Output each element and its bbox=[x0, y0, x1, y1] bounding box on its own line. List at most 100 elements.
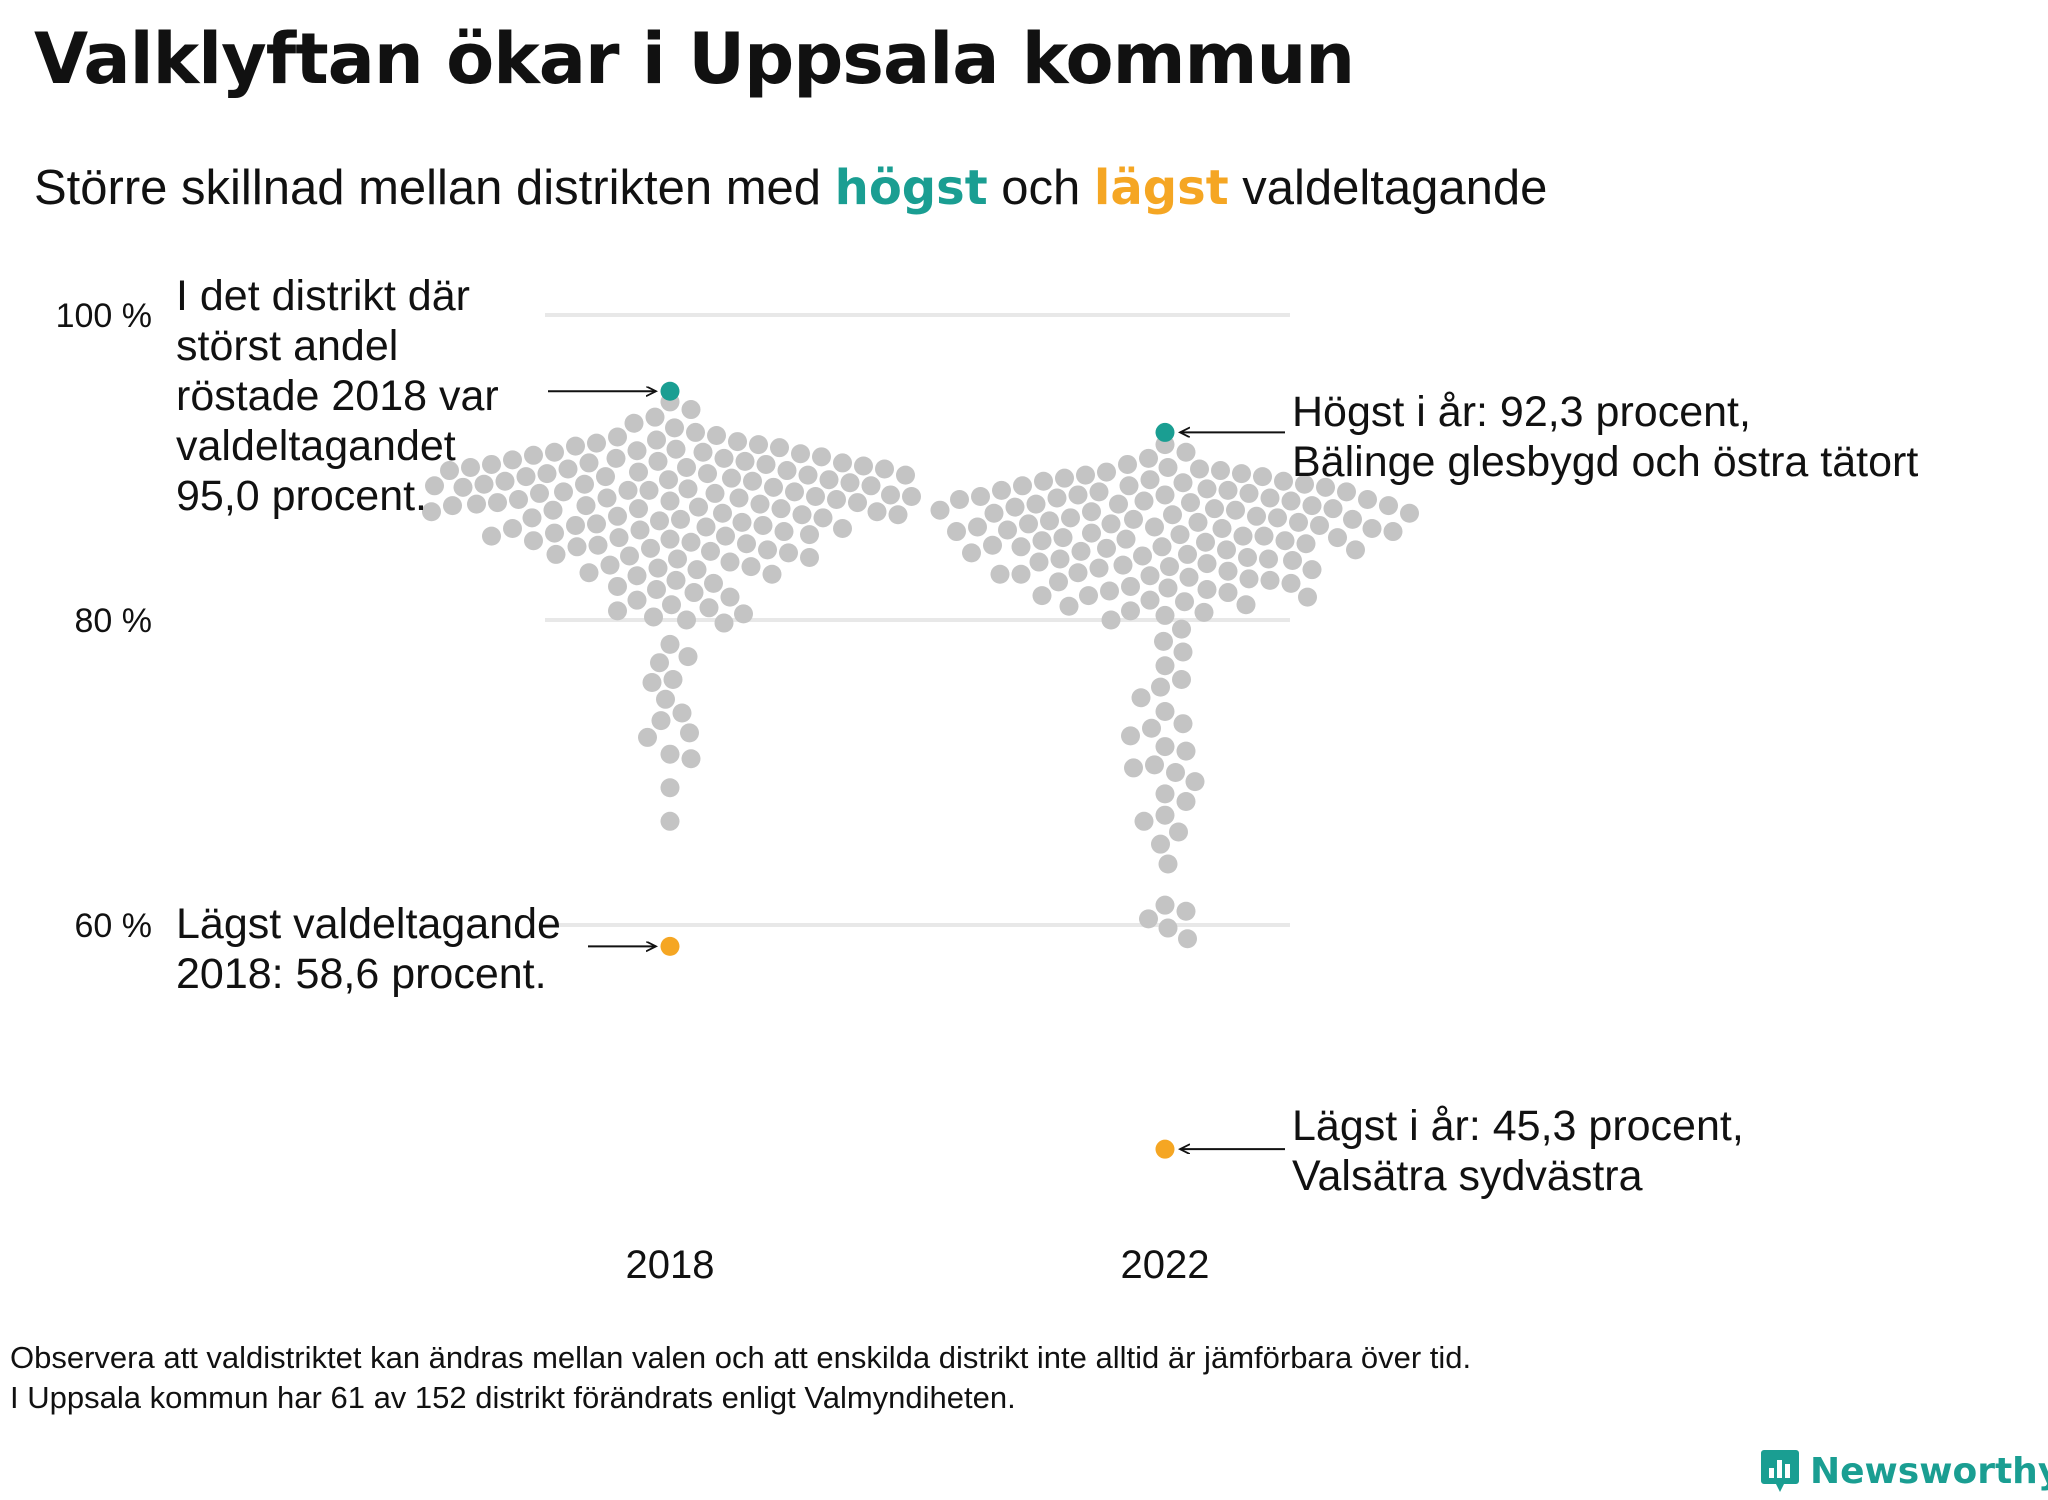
district-dot bbox=[833, 453, 852, 473]
district-dot bbox=[660, 491, 680, 511]
district-dot bbox=[656, 689, 675, 709]
district-dot bbox=[1226, 500, 1245, 520]
district-dot bbox=[1343, 509, 1362, 529]
district-dot bbox=[1176, 741, 1196, 761]
district-dot bbox=[1323, 499, 1343, 519]
district-dot bbox=[875, 459, 894, 479]
district-dot bbox=[687, 560, 707, 580]
chart-subtitle: Större skillnad mellan distrikten med hö… bbox=[34, 160, 1547, 216]
district-dot bbox=[1181, 493, 1200, 513]
subtitle-part1: Större skillnad mellan distrikten med bbox=[34, 161, 835, 215]
district-dot bbox=[1295, 474, 1314, 494]
district-dot bbox=[770, 438, 789, 458]
district-dot bbox=[608, 506, 627, 526]
district-dot bbox=[729, 488, 749, 508]
district-dot bbox=[453, 477, 473, 497]
district-dot bbox=[1176, 901, 1196, 921]
district-dot bbox=[639, 480, 659, 500]
district-dot bbox=[693, 442, 713, 462]
district-dot bbox=[819, 470, 839, 490]
district-dot bbox=[668, 549, 687, 569]
district-dot bbox=[1082, 523, 1101, 543]
district-dot bbox=[1109, 494, 1128, 514]
y-axis-tick-labels: 100 % 80 % 60 % bbox=[56, 297, 152, 945]
district-dot bbox=[1032, 531, 1052, 551]
annotation-2022-high: Högst i år: 92,3 procent, Bälinge glesbyg… bbox=[1180, 388, 1918, 486]
y-tick-label: 80 % bbox=[75, 602, 153, 640]
district-dot bbox=[1337, 482, 1356, 502]
district-dot bbox=[647, 580, 666, 599]
district-dot bbox=[1019, 514, 1038, 534]
district-dot bbox=[684, 583, 704, 603]
district-dot bbox=[1383, 522, 1403, 542]
district-dot bbox=[1239, 483, 1259, 503]
district-dot bbox=[588, 535, 608, 555]
district-dot bbox=[660, 778, 680, 798]
district-dot bbox=[1097, 462, 1116, 482]
district-dot bbox=[537, 464, 557, 484]
district-dot bbox=[1172, 619, 1191, 639]
district-dot bbox=[983, 535, 1002, 555]
district-dot bbox=[1050, 549, 1070, 569]
district-dot bbox=[1260, 488, 1280, 508]
district-dot bbox=[1140, 590, 1160, 610]
district-dot bbox=[813, 508, 833, 528]
district-dot bbox=[1211, 461, 1230, 481]
district-dot bbox=[648, 451, 668, 471]
district-dot bbox=[1152, 537, 1172, 557]
district-dot bbox=[566, 515, 585, 535]
district-dot bbox=[707, 425, 726, 445]
district-dot bbox=[666, 439, 686, 459]
district-dot bbox=[620, 546, 639, 566]
district-dot bbox=[1151, 834, 1170, 854]
district-dot bbox=[806, 486, 825, 506]
district-dot bbox=[1289, 512, 1308, 532]
district-dot bbox=[1155, 605, 1175, 625]
district-dot bbox=[482, 526, 501, 546]
district-dot bbox=[774, 522, 794, 542]
district-dot bbox=[1076, 465, 1095, 485]
district-dot bbox=[1071, 541, 1091, 561]
x-axis-label-2022: 2022 bbox=[1121, 1243, 1210, 1287]
district-dot bbox=[474, 474, 494, 494]
district-dot bbox=[714, 613, 734, 633]
district-dot bbox=[1281, 573, 1301, 593]
district-dot bbox=[545, 523, 564, 543]
district-dot bbox=[1190, 459, 1209, 479]
district-dot bbox=[1188, 512, 1208, 532]
annotation-text: Lägst i år: 45,3 procent, Valsätra sydväs… bbox=[1292, 1102, 1744, 1200]
district-dot bbox=[1151, 677, 1170, 697]
district-dot bbox=[950, 490, 969, 510]
district-dot bbox=[1158, 578, 1178, 598]
highest-turnout-dot-2018 bbox=[660, 381, 680, 401]
district-dot bbox=[1047, 488, 1067, 508]
district-dot bbox=[1029, 552, 1049, 572]
district-dot bbox=[1118, 454, 1137, 474]
district-dot bbox=[678, 479, 698, 499]
district-dot bbox=[488, 493, 507, 513]
annotation-text: I det distrikt där störst andel röstade 20… bbox=[176, 272, 499, 520]
district-dot bbox=[1302, 560, 1322, 580]
district-dot bbox=[1197, 580, 1217, 599]
district-dot bbox=[467, 494, 486, 514]
district-dot bbox=[1218, 583, 1238, 603]
district-dot bbox=[968, 517, 987, 537]
district-dot bbox=[1140, 470, 1160, 490]
district-dot bbox=[741, 557, 761, 577]
district-dot bbox=[1034, 471, 1053, 491]
district-dot bbox=[1296, 534, 1316, 554]
x-axis-label-2018: 2018 bbox=[626, 1243, 715, 1287]
district-dot bbox=[651, 711, 671, 731]
district-dot bbox=[1121, 576, 1140, 596]
district-dot bbox=[1100, 581, 1119, 601]
district-dot bbox=[1302, 496, 1322, 516]
district-dot bbox=[722, 468, 741, 488]
district-dot bbox=[698, 464, 717, 484]
district-dot bbox=[650, 653, 669, 673]
district-dot bbox=[734, 604, 753, 624]
district-dot bbox=[648, 558, 668, 578]
district-dot bbox=[990, 564, 1010, 584]
district-dot bbox=[629, 499, 648, 519]
district-dot bbox=[1133, 546, 1152, 566]
